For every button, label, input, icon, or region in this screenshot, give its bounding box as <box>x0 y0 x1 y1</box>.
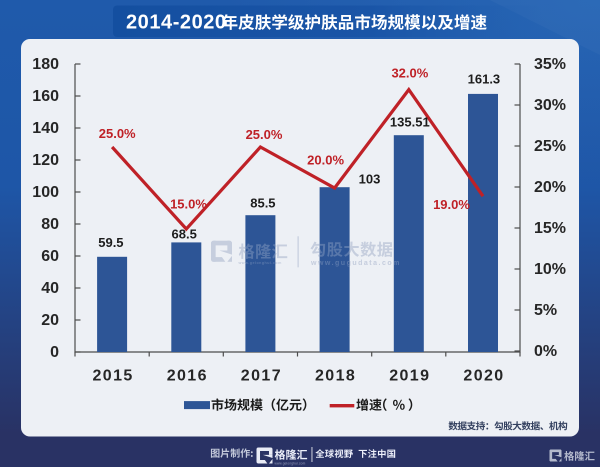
svg-text:2015: 2015 <box>92 368 133 385</box>
svg-text:30%: 30% <box>534 97 566 114</box>
svg-text:www.gelonghui.com: www.gelonghui.com <box>275 461 306 465</box>
svg-text:10%: 10% <box>534 261 566 278</box>
svg-text:2019: 2019 <box>389 368 430 385</box>
svg-text:140: 140 <box>32 120 59 137</box>
svg-text:60: 60 <box>41 248 59 265</box>
svg-text:5%: 5% <box>534 302 557 319</box>
svg-text:2014-2020: 2014-2020 <box>126 11 227 33</box>
svg-text:32.0%: 32.0% <box>391 65 428 80</box>
svg-text:85.5: 85.5 <box>250 195 275 210</box>
svg-text:15.0%: 15.0% <box>170 196 207 211</box>
svg-text:25%: 25% <box>534 138 566 155</box>
svg-text:2018: 2018 <box>315 368 356 385</box>
svg-text:0: 0 <box>50 344 59 361</box>
svg-text:2016: 2016 <box>167 368 208 385</box>
svg-text:25.0%: 25.0% <box>99 126 136 141</box>
svg-text:15%: 15% <box>534 220 566 237</box>
svg-text:68.5: 68.5 <box>172 227 197 242</box>
svg-text:120: 120 <box>32 152 59 169</box>
svg-text:80: 80 <box>41 216 59 233</box>
svg-text:25.0%: 25.0% <box>246 127 283 142</box>
svg-text:180: 180 <box>32 56 59 73</box>
svg-text:161.3: 161.3 <box>468 72 501 87</box>
svg-text:160: 160 <box>32 88 59 105</box>
svg-text:0%: 0% <box>534 343 557 360</box>
svg-text:19.0%: 19.0% <box>433 197 470 212</box>
svg-text:2020: 2020 <box>463 368 504 385</box>
svg-text:100: 100 <box>32 184 59 201</box>
svg-text:20: 20 <box>41 312 59 329</box>
svg-text:20.0%: 20.0% <box>307 153 344 168</box>
svg-text:40: 40 <box>41 280 59 297</box>
svg-text:2017: 2017 <box>241 368 282 385</box>
svg-text:35%: 35% <box>534 56 566 73</box>
svg-text:135.51: 135.51 <box>390 115 430 130</box>
svg-text:20%: 20% <box>534 179 566 196</box>
svg-text:59.5: 59.5 <box>98 235 123 250</box>
svg-text:103: 103 <box>359 172 381 187</box>
